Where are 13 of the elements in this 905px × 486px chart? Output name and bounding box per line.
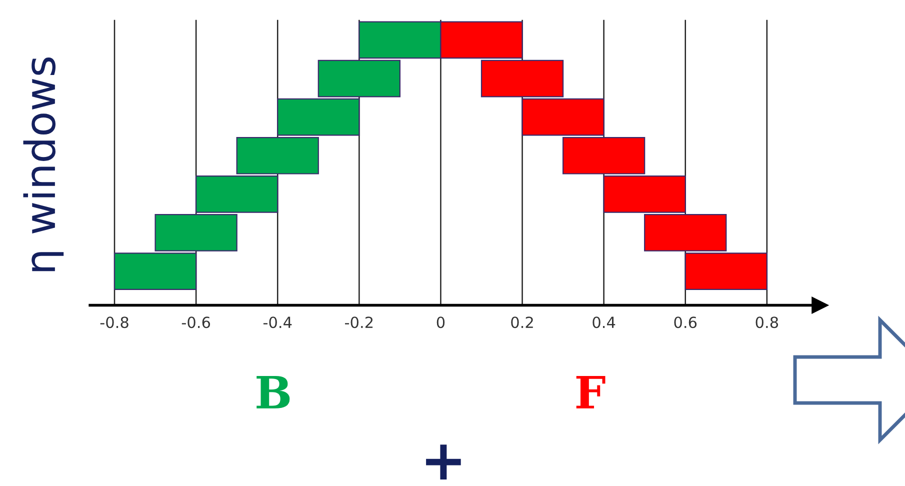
x-tick-label: -0.8 [100,316,128,328]
x-tick-label: 0.2 [511,316,533,328]
y-axis-title: η windows [23,58,64,272]
x-tick-label: 0.8 [756,316,778,328]
x-tick-label: 0.4 [592,316,616,328]
x-tick-label: -0.2 [345,316,373,328]
text: + [426,444,461,480]
x-tick-label: 0 [436,316,445,328]
text: B [256,376,290,408]
x-tick-label: -0.6 [182,316,210,328]
text: F [576,376,606,408]
x-tick-label: 0.6 [674,316,697,328]
x-tick-label: -0.4 [263,316,292,328]
